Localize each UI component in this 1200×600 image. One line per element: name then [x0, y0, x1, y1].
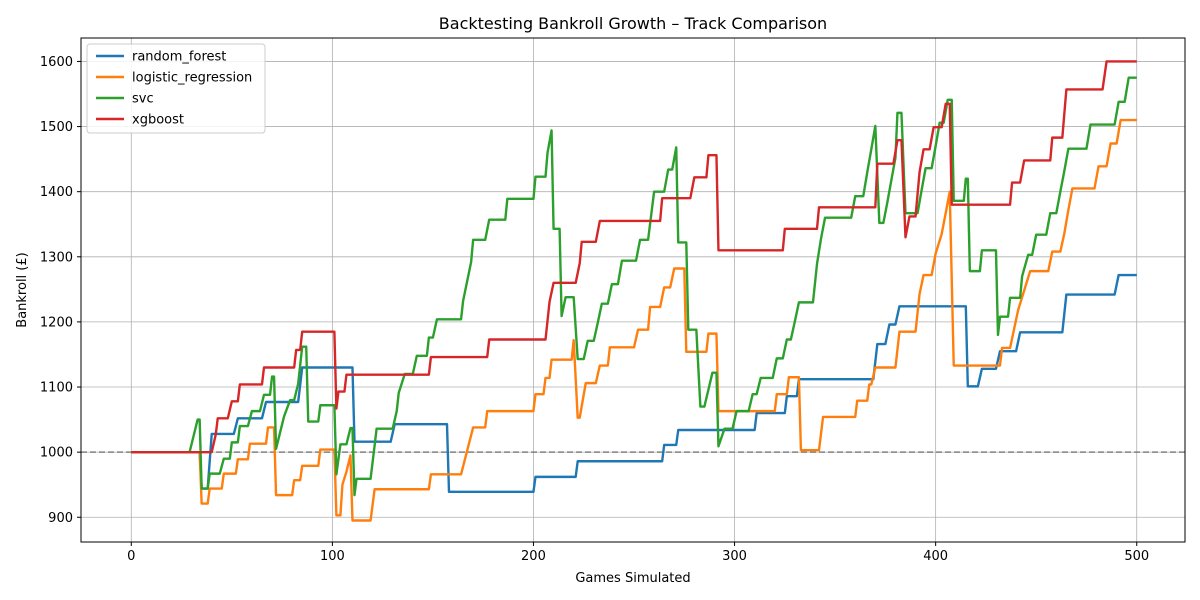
x-tick-label: 300 [722, 549, 747, 564]
series-layer [131, 60, 1137, 522]
grid [81, 38, 1185, 542]
x-tick-label: 100 [320, 549, 345, 564]
series-line-random_forest [131, 273, 1137, 494]
y-tick-label: 1600 [40, 55, 73, 70]
y-tick-label: 1500 [40, 120, 73, 135]
y-tick-label: 1400 [40, 185, 73, 200]
ticks: 0 100 200 300 400 500 900 1000 1100 1200 1300 1400 1… [40, 55, 1149, 564]
legend-label: logistic_regression [132, 71, 252, 86]
chart-title: Backtesting Bankroll Growth – Track Comp… [439, 14, 827, 33]
x-tick-label: 0 [127, 549, 135, 564]
x-axis-title: Games Simulated [575, 571, 690, 586]
x-tick-label: 500 [1124, 549, 1149, 564]
legend-box [86, 43, 266, 134]
y-tick-label: 1100 [40, 381, 73, 396]
y-tick-label: 1000 [40, 446, 73, 461]
y-axis-title: Bankroll (£) [15, 252, 30, 327]
legend-label: random_forest [132, 50, 226, 65]
series-line-xgboost [131, 60, 1137, 454]
series-line-svc [131, 76, 1137, 497]
legend-label: xgboost [132, 113, 184, 128]
y-tick-label: 900 [48, 511, 73, 526]
legend-label: svc [132, 92, 154, 107]
y-tick-label: 1300 [40, 250, 73, 265]
series-line-logistic_regression [131, 118, 1137, 522]
x-tick-label: 400 [923, 549, 948, 564]
plot-frame [80, 37, 1186, 543]
y-tick-label: 1200 [40, 315, 73, 330]
x-tick-label: 200 [521, 549, 546, 564]
